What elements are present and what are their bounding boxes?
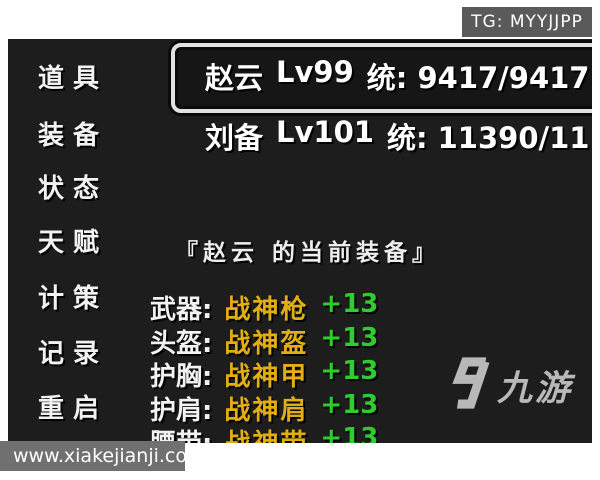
jiuyou-logo-icon	[445, 355, 490, 415]
item-name: 战神盔	[224, 329, 309, 359]
jiuyou-watermark: 九游	[445, 355, 573, 415]
sidebar-item-talent[interactable]: 天赋	[38, 228, 109, 258]
slot-label: 武器:	[150, 295, 213, 325]
sidebar-item-restart[interactable]: 重启	[38, 394, 109, 424]
sidebar-item-strategy[interactable]: 计策	[38, 284, 109, 314]
equipment-row-chest: 护胸: 战神甲 +13	[150, 356, 378, 393]
item-name: 战神带	[224, 423, 308, 443]
character-stat: 统: 9417/9417	[366, 61, 590, 95]
telegram-contact-badge: TG: MYYJJPP	[462, 7, 592, 37]
equipment-row-belt: 腰带: 战神带 +13	[150, 423, 378, 443]
slot-label: 护胸:	[150, 362, 213, 392]
character-level: Lv101	[276, 115, 374, 149]
enhance-level: +13	[320, 423, 379, 443]
jiuyou-logo-text: 九游	[497, 368, 574, 409]
equipment-row-shoulder: 护肩: 战神肩 +13	[150, 390, 378, 427]
selected-character-frame	[171, 43, 592, 113]
sidebar-item-items[interactable]: 道具	[38, 64, 109, 94]
item-name: 战神枪	[224, 295, 309, 325]
enhance-level: +13	[320, 289, 379, 319]
sidebar-item-equip[interactable]: 装备	[38, 121, 109, 151]
slot-label: 腰带:	[150, 423, 212, 443]
slot-label: 护肩:	[150, 396, 213, 426]
character-stat: 统: 11390/11	[386, 121, 590, 155]
game-screen: 道具 装备 状态 天赋 计策 记录 重启 赵云 Lv99 统: 9417/941…	[8, 39, 592, 443]
equipment-row-helmet: 头盔: 战神盔 +13	[150, 323, 378, 360]
equipment-row-weapon: 武器: 战神枪 +13	[150, 289, 378, 326]
character-row-liubei[interactable]: 刘备 Lv101 统: 11390/11	[205, 115, 589, 157]
slot-label: 头盔:	[150, 329, 213, 359]
enhance-level: +13	[320, 390, 379, 420]
enhance-level: +13	[320, 356, 379, 386]
site-watermark-bar: www.xiakejianji.com	[0, 441, 206, 471]
item-name: 战神肩	[224, 396, 309, 426]
character-level: Lv99	[276, 55, 354, 89]
enhance-level: +13	[320, 323, 379, 353]
character-name: 刘备	[205, 121, 264, 155]
sidebar-item-status[interactable]: 状态	[38, 174, 109, 204]
equipment-panel-title: 『赵云 的当前装备』	[175, 240, 441, 266]
item-name: 战神甲	[224, 362, 309, 392]
character-name: 赵云	[205, 61, 264, 95]
character-row-zhaoyun[interactable]: 赵云 Lv99 统: 9417/9417	[205, 55, 589, 97]
sidebar-item-records[interactable]: 记录	[38, 339, 109, 369]
